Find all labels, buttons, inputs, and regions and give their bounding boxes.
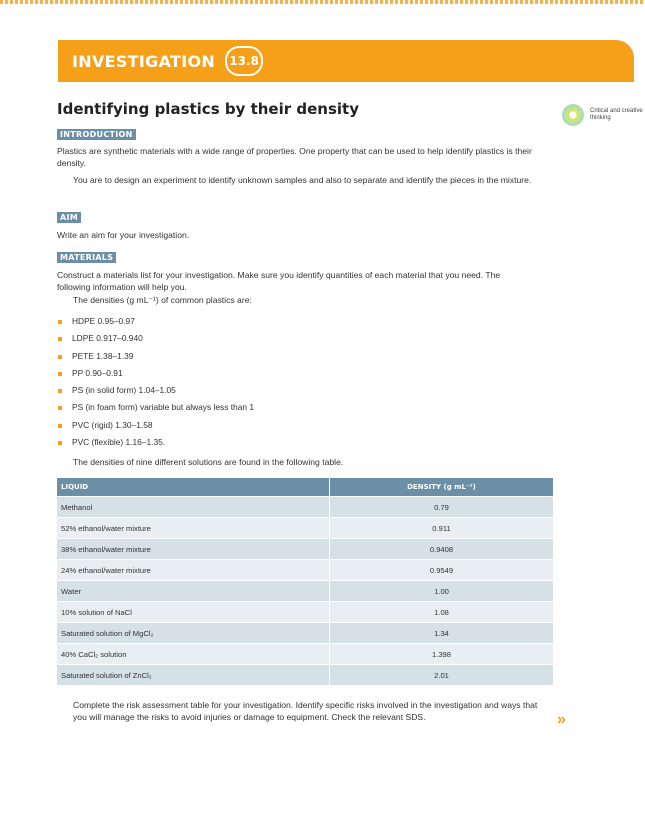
table-row: Saturated solution of ZnCl₂ 2.01: [57, 664, 553, 685]
list-item: PVC (rigid) 1.30–1.58: [57, 420, 254, 437]
aim-heading: AIM: [57, 212, 82, 223]
column-header-liquid: LIQUID: [57, 478, 330, 497]
table-row: 24% ethanol/water mixture 0.9549: [57, 559, 553, 581]
table-row: 10% solution of NaCl 1.08: [57, 601, 553, 623]
bullet-icon: [58, 337, 62, 342]
table-header-row: LIQUID DENSITY (g mL⁻¹): [57, 478, 553, 497]
introduction-heading: INTRODUCTION: [57, 129, 136, 140]
materials-paragraph-3: The densities of nine different solution…: [73, 457, 344, 467]
page-title: Identifying plastics by their density: [57, 100, 359, 118]
list-item: PVC (flexible) 1.16–1.35.: [57, 437, 254, 454]
list-item: PETE 1.38–1.39: [57, 351, 254, 368]
introduction-paragraph-1: Plastics are synthetic materials with a …: [57, 146, 532, 168]
top-dotted-rule: [0, 0, 645, 4]
aim-text: Write an aim for your investigation.: [57, 230, 190, 240]
bullet-icon: [58, 406, 62, 411]
table-row: 40% CaCl₂ solution 1.398: [57, 643, 553, 665]
skill-label: Critical and creative thinking: [590, 108, 643, 121]
plastic-density-list: HDPE 0.95–0.97 LDPE 0.917–0.940 PETE 1.3…: [57, 316, 254, 454]
investigation-number-badge: 13.8: [225, 46, 264, 76]
double-chevron-right-icon[interactable]: »: [557, 711, 566, 728]
list-item: PP 0.90–0.91: [57, 368, 254, 385]
skill-tag: Critical and creative thinking: [562, 104, 645, 126]
list-item: LDPE 0.917–0.940: [57, 333, 254, 350]
table-row: 52% ethanol/water mixture 0.911: [57, 517, 553, 539]
introduction-paragraph-2: You are to design an experiment to ident…: [73, 175, 532, 185]
banner-label: INVESTIGATION: [72, 51, 216, 71]
critical-thinking-icon: [562, 104, 584, 126]
bullet-icon: [58, 389, 62, 394]
bullet-icon: [58, 423, 62, 428]
materials-heading: MATERIALS: [57, 252, 117, 263]
density-table: LIQUID DENSITY (g mL⁻¹) Methanol 0.79 52%…: [57, 478, 553, 685]
closing-paragraph: Complete the risk assessment table for y…: [73, 700, 538, 722]
table-row: Methanol 0.79: [57, 496, 553, 518]
bullet-icon: [58, 371, 62, 376]
materials-paragraph-1: Construct a materials list for your inve…: [57, 270, 501, 292]
bullet-icon: [58, 441, 62, 446]
table-row: Saturated solution of MgCl₂ 1.34: [57, 622, 553, 644]
list-item: PS (in solid form) 1.04–1.05: [57, 385, 254, 402]
column-header-density: DENSITY (g mL⁻¹): [329, 478, 553, 497]
investigation-banner: INVESTIGATION 13.8: [58, 40, 634, 82]
list-item: HDPE 0.95–0.97: [57, 316, 254, 333]
table-row: 38% ethanol/water mixture 0.9408: [57, 538, 553, 560]
materials-paragraph-2: The densities (g mL⁻¹) of common plastic…: [73, 295, 252, 305]
list-item: PS (in foam form) variable but always le…: [57, 402, 254, 419]
bullet-icon: [58, 320, 62, 324]
table-row: Water 1.00: [57, 580, 553, 602]
bullet-icon: [58, 354, 62, 359]
